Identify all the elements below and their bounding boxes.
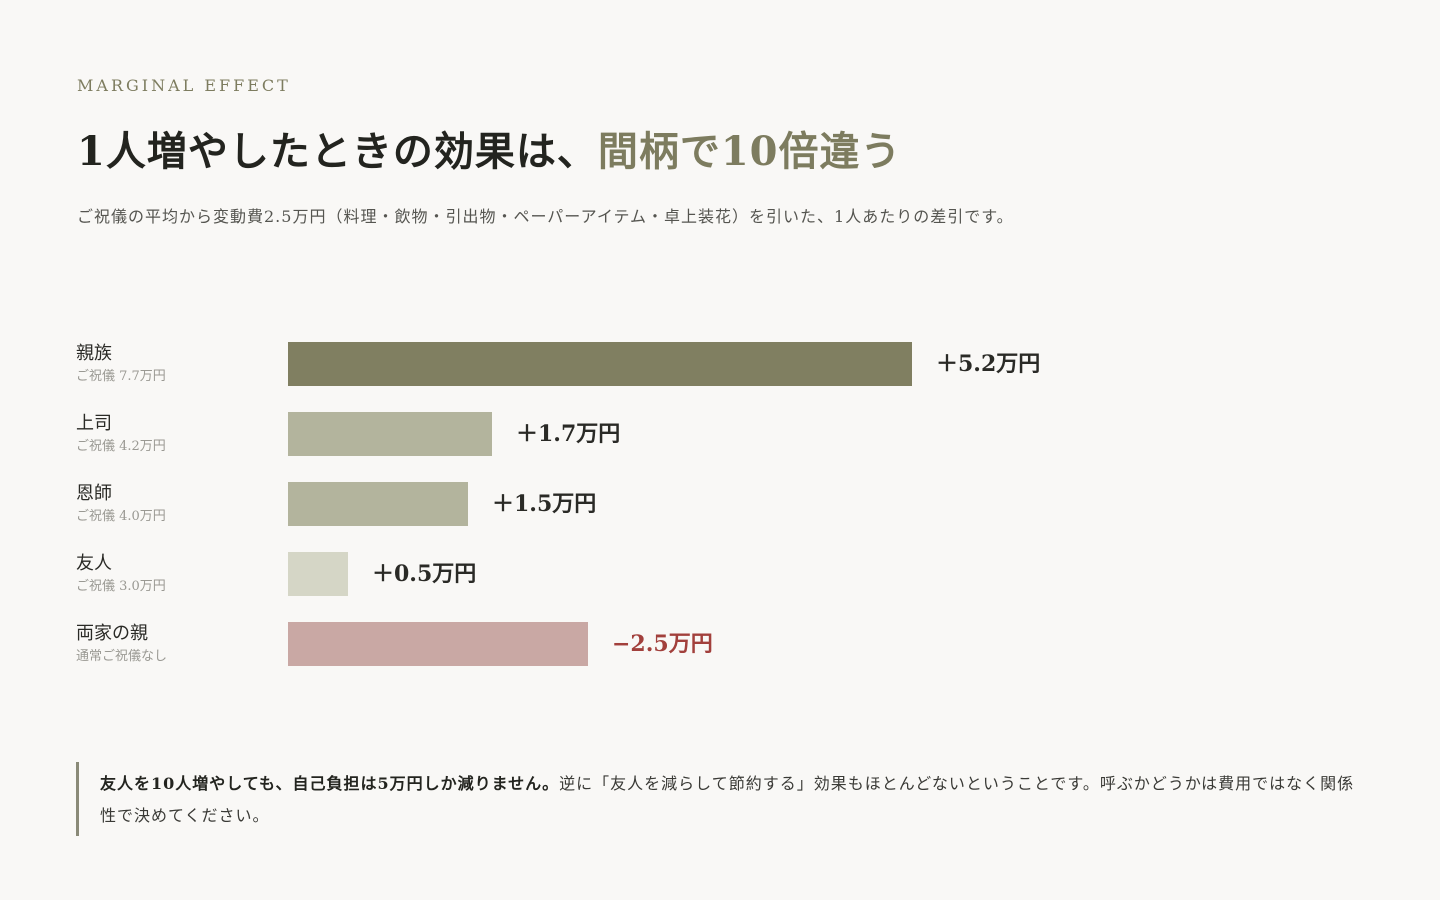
bar xyxy=(288,552,348,596)
category-sublabel: 通常ご祝儀なし xyxy=(76,649,168,664)
page-subtitle: ご祝儀の平均から変動費2.5万円（料理・飲物・引出物・ペーパーアイテム・卓上装花… xyxy=(77,207,1014,226)
bar xyxy=(288,482,468,526)
category-name: 親族 xyxy=(76,343,112,364)
bar-value-label: −2.5万円 xyxy=(612,631,713,657)
page-title-accent: 間柄で10倍違う xyxy=(597,128,902,175)
category-name: 恩師 xyxy=(76,483,112,504)
bar-value-label: ＋5.2万円 xyxy=(936,351,1041,377)
category-sublabel: ご祝儀 3.0万円 xyxy=(76,579,166,594)
bar-chart: 親族 ご祝儀 7.7万円 ＋5.2万円 上司 ご祝儀 4.2万円 ＋1.7万円 恩師 ご祝儀 … xyxy=(76,330,1376,680)
category-sublabel: ご祝儀 7.7万円 xyxy=(76,369,166,384)
callout-text: 逆に「友人を減らして節約する」効果もほとんどないということです。呼ぶかどうかは費… xyxy=(100,774,1355,825)
callout-note: 友人を10人増やしても、自己負担は5万円しか減りません。逆に「友人を減らして節約… xyxy=(76,762,1360,836)
page-title: 1人増やしたときの効果は、間柄で10倍違う xyxy=(77,126,902,178)
bar-value-label: ＋1.5万円 xyxy=(492,491,597,517)
category-name: 両家の親 xyxy=(76,623,148,644)
bar xyxy=(288,342,912,386)
page-title-main: 1人増やしたときの効果は、 xyxy=(77,128,598,175)
bar xyxy=(288,622,588,666)
category-label: 恩師ご祝儀 4.0万円 xyxy=(76,482,166,526)
category-label: 友人ご祝儀 3.0万円 xyxy=(76,552,166,596)
category-name: 友人 xyxy=(76,553,112,574)
bar-value-label: ＋0.5万円 xyxy=(372,561,477,587)
category-sublabel: ご祝儀 4.2万円 xyxy=(76,439,166,454)
bar-value-label: ＋1.7万円 xyxy=(516,421,621,447)
callout-emphasis: 友人を10人増やしても、自己負担は5万円しか減りません。 xyxy=(100,774,560,793)
eyebrow-label: MARGINAL EFFECT xyxy=(77,76,291,95)
category-label: 親族ご祝儀 7.7万円 xyxy=(76,342,166,386)
category-label: 両家の親通常ご祝儀なし xyxy=(76,622,167,666)
category-name: 上司 xyxy=(76,413,112,434)
category-sublabel: ご祝儀 4.0万円 xyxy=(76,509,166,524)
category-label: 上司ご祝儀 4.2万円 xyxy=(76,412,166,456)
bar xyxy=(288,412,492,456)
